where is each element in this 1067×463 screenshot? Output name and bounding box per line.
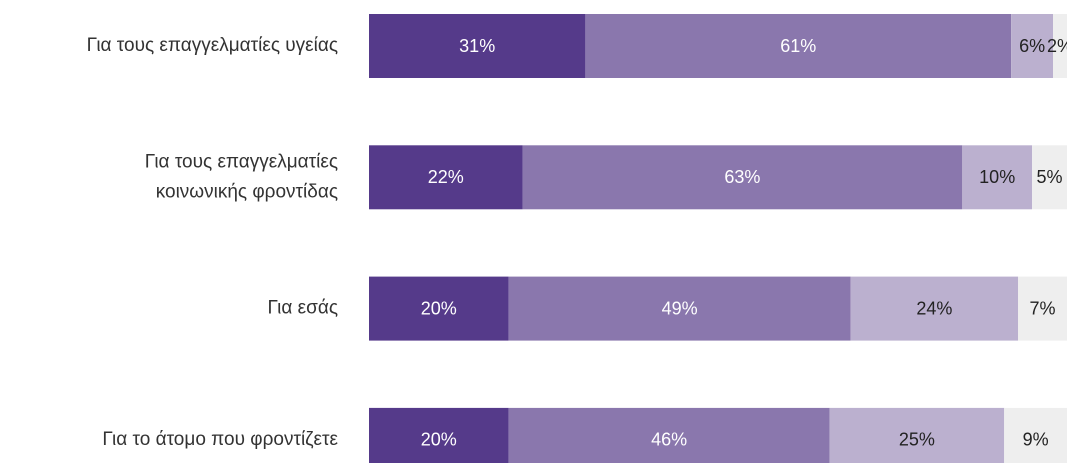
value-label: 25% [899, 430, 935, 450]
bar-segment [829, 407, 1005, 463]
bar-segment [369, 407, 509, 463]
value-label: 7% [1030, 298, 1056, 318]
value-label: 46% [651, 430, 687, 450]
bar-segment [1032, 145, 1067, 210]
bar-segment [1018, 276, 1067, 341]
value-label: 63% [724, 167, 760, 187]
bar-segment [1053, 14, 1067, 78]
value-label: 20% [421, 298, 457, 318]
value-label: 24% [916, 298, 952, 318]
value-label: 20% [421, 430, 457, 450]
bar-segment [962, 145, 1033, 210]
bar-segment [369, 276, 509, 341]
category-label: Για εσάς [268, 298, 338, 319]
bar-segment [508, 276, 851, 341]
value-label: 9% [1023, 430, 1049, 450]
value-label: 22% [428, 167, 464, 187]
bar-segment [369, 14, 586, 78]
bar-segment [850, 276, 1019, 341]
bar-segment [508, 407, 830, 463]
value-label: 49% [662, 298, 698, 318]
bar-segment [1011, 14, 1054, 78]
bar-segment [585, 14, 1012, 78]
value-label: 2% [1047, 36, 1067, 56]
bar-segment [1004, 407, 1067, 463]
value-label: 6% [1019, 36, 1045, 56]
category-label: Για το άτομο που φροντίζετε [102, 429, 338, 450]
bar-segment [369, 145, 523, 210]
value-label: 31% [459, 36, 495, 56]
value-label: 61% [780, 36, 816, 56]
value-label: 5% [1037, 167, 1063, 187]
bar-segment [522, 145, 963, 210]
category-label: Για τους επαγγελματίες υγείας [87, 35, 338, 56]
value-label: 10% [979, 167, 1015, 187]
category-label: Για τους επαγγελματίες κοινωνικής φροντίδ… [145, 151, 338, 202]
